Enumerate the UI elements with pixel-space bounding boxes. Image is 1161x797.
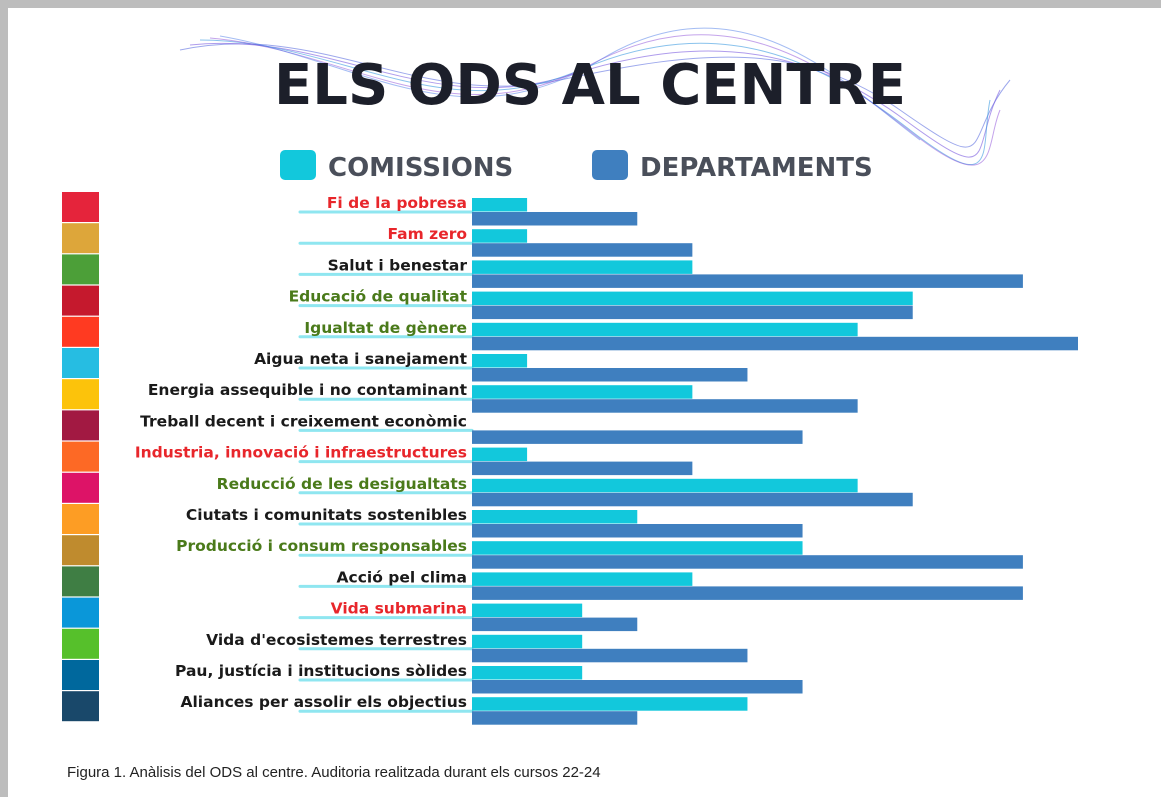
bar (472, 524, 803, 538)
category-label: Ciutats i comunitats sostenibles (186, 506, 467, 524)
bar (472, 586, 1023, 600)
sdg-icon (62, 473, 99, 503)
bar (472, 618, 637, 632)
category-label: Energia assequible i no contaminant (148, 381, 468, 399)
category-label: Vida d'ecosistemes terrestres (206, 631, 467, 649)
sdg-icon (62, 504, 99, 534)
bar (472, 306, 913, 320)
sdg-icon (62, 598, 99, 628)
bar (472, 385, 692, 399)
legend-label: COMISSIONS (328, 153, 513, 183)
category-label: Aigua neta i sanejament (254, 350, 468, 368)
sdg-icon (62, 660, 99, 690)
sdg-icon (62, 535, 99, 565)
category-label: Salut i benestar (328, 256, 468, 274)
category-label: Treball decent i creixement econòmic (140, 412, 467, 430)
bar (472, 493, 913, 507)
bar (472, 354, 527, 368)
caption: Figura 1. Anàlisis del ODS al centre. Au… (67, 764, 601, 781)
bar (472, 649, 747, 663)
sdg-icon (62, 379, 99, 409)
sdg-icon (62, 691, 99, 721)
bar (472, 635, 582, 649)
legend-swatch (592, 150, 628, 180)
bar (472, 430, 803, 444)
bar (472, 697, 747, 711)
bar (472, 323, 858, 337)
legend-swatch (280, 150, 316, 180)
category-label: Educació de qualitat (289, 288, 468, 306)
bar (472, 212, 637, 226)
chart: ELS ODS AL CENTRE COMISSIONS DEPARTAMENTS… (0, 0, 1161, 797)
category-label: Producció i consum responsables (176, 537, 467, 555)
bar (472, 198, 527, 212)
sdg-icon (62, 442, 99, 472)
bar (472, 711, 637, 725)
bar (472, 260, 692, 274)
sdg-icon (62, 348, 99, 378)
bar (472, 604, 582, 618)
sdg-icon (62, 566, 99, 596)
category-label: Vida submarina (331, 600, 467, 618)
bar (472, 337, 1078, 351)
category-label: Acció pel clima (337, 568, 467, 586)
bar (472, 229, 527, 243)
bar (472, 666, 582, 680)
sdg-icon (62, 223, 99, 253)
sdg-icon (62, 629, 99, 659)
bar (472, 479, 858, 493)
category-label: Fam zero (387, 225, 467, 243)
bar (472, 572, 692, 586)
page: ELS ODS AL CENTRE COMISSIONS DEPARTAMENTS… (0, 0, 1161, 797)
category-label: Reducció de les desigualtats (217, 475, 467, 493)
bar (472, 555, 1023, 569)
category-label: Pau, justícia i institucions sòlides (175, 662, 467, 680)
category-label: Fi de la pobresa (327, 194, 467, 212)
chart-title: ELS ODS AL CENTRE (274, 53, 906, 118)
bar (472, 368, 747, 382)
bar (472, 680, 803, 694)
sdg-icon (62, 286, 99, 316)
bar (472, 462, 692, 476)
category-label: Industria, innovació i infraestructures (135, 444, 467, 462)
category-label: Aliances per assolir els objectius (180, 693, 467, 711)
legend-label: DEPARTAMENTS (640, 153, 873, 183)
bar (472, 274, 1023, 288)
sdg-icon (62, 317, 99, 347)
sdg-icon (62, 410, 99, 440)
category-label: Igualtat de gènere (304, 319, 467, 337)
bar (472, 243, 692, 257)
bar (472, 541, 803, 555)
bar (472, 448, 527, 462)
sdg-icon (62, 254, 99, 284)
bar (472, 292, 913, 306)
bar (472, 399, 858, 413)
bar (472, 510, 637, 524)
sdg-icon (62, 192, 99, 222)
